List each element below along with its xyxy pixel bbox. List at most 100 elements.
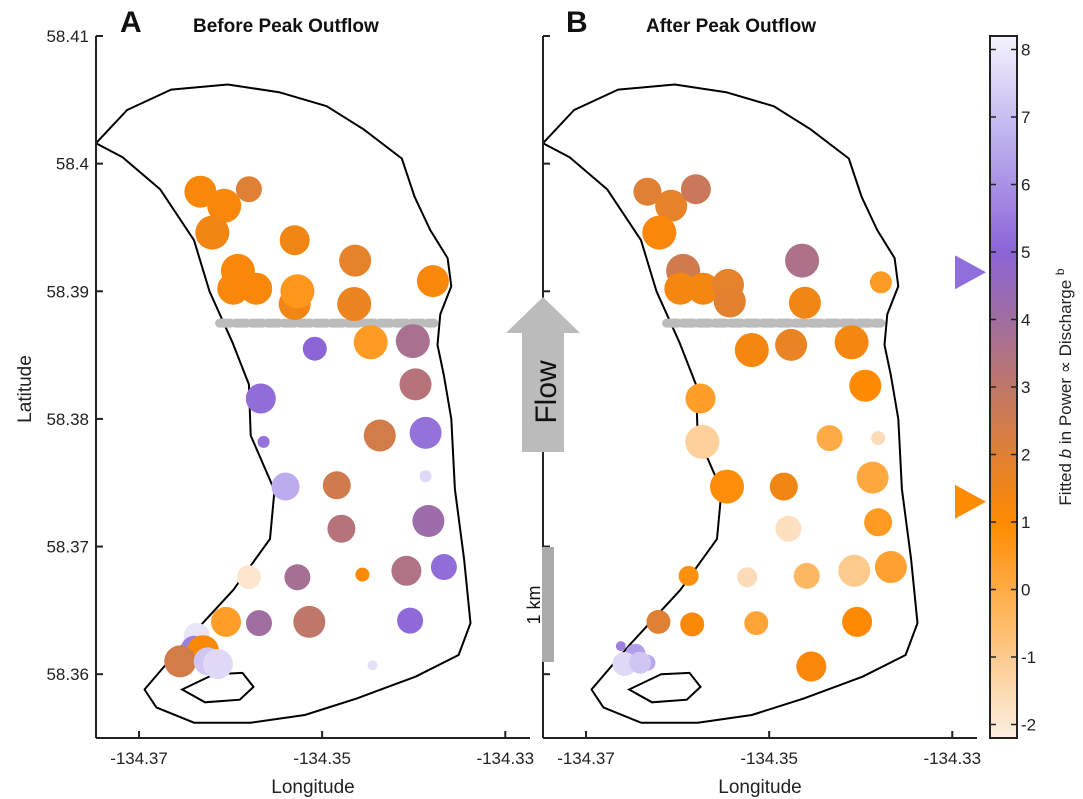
data-point-a-11 — [337, 287, 372, 321]
data-point-a-5 — [339, 244, 372, 277]
data-point-b-20 — [856, 461, 889, 494]
data-point-a-26 — [236, 565, 261, 590]
data-point-a-40 — [202, 649, 233, 679]
data-point-a-23 — [322, 471, 351, 500]
colorbar-tick-label-9: -1 — [1021, 648, 1036, 667]
data-point-b-34 — [796, 651, 827, 682]
data-point-b-9 — [785, 243, 820, 278]
y-tick-label-2: 58.39 — [46, 282, 89, 301]
data-point-b-29 — [874, 551, 907, 583]
data-point-b-18 — [816, 425, 843, 452]
data-point-b-5 — [664, 272, 697, 305]
data-point-a-7 — [217, 272, 250, 305]
colorbar-tick-label-8: 0 — [1021, 581, 1030, 600]
data-point-a-8 — [240, 272, 273, 305]
colorbar-tick-label-6: 2 — [1021, 446, 1030, 465]
data-point-a-17 — [245, 383, 276, 414]
colorbar-tick-label-2: 6 — [1021, 176, 1030, 195]
data-point-b-19 — [871, 431, 886, 446]
data-point-a-33 — [293, 605, 326, 638]
colorbar-tick-label-10: -2 — [1021, 716, 1036, 735]
data-point-a-2 — [235, 176, 262, 203]
flow-label: Flow — [530, 360, 563, 424]
data-point-b-32 — [744, 611, 769, 636]
y-tick-label-1: 58.4 — [56, 155, 89, 174]
data-point-a-13 — [302, 336, 327, 361]
panel-b-title: After Peak Outflow — [646, 16, 816, 37]
x-tick-label-a-1: -134.35 — [293, 749, 351, 768]
data-point-b-39 — [629, 651, 652, 674]
y-tick-label-0: 58.41 — [46, 27, 89, 46]
data-point-b-30 — [646, 609, 671, 634]
panel-a-title: Before Peak Outflow — [193, 16, 379, 37]
data-point-b-3 — [642, 215, 677, 250]
colorbar-tick-label-1: 7 — [1021, 108, 1030, 127]
y-tick-label-3: 58.38 — [46, 410, 89, 429]
data-point-a-21 — [419, 470, 432, 483]
data-point-b-10 — [788, 286, 821, 319]
data-point-a-1 — [207, 188, 242, 223]
data-point-b-17 — [685, 424, 720, 459]
panel-a: 58.41 58.4 58.39 58.38 58.37 58.36 -134.37 -134… — [46, 6, 534, 768]
data-point-b-23 — [864, 508, 893, 537]
colorbar-label-rest: in Power ∝ Discharge — [1056, 280, 1075, 444]
colorbar-label-sup: b — [1053, 268, 1067, 275]
y-axis-label: Latitude — [15, 355, 36, 423]
y-tick-label-4: 58.37 — [46, 538, 89, 557]
scale-bar-label: 1 km — [524, 585, 544, 624]
data-point-b-15 — [849, 369, 882, 402]
panel-a-letter: A — [120, 6, 142, 39]
data-point-a-4 — [279, 225, 310, 256]
data-point-a-30 — [430, 554, 457, 580]
panel-b: -134.37 -134.35 -134.33 B After Peak Outfl… — [542, 6, 981, 768]
data-point-a-10 — [280, 274, 315, 309]
data-point-b-26 — [737, 567, 758, 588]
data-point-b-14 — [834, 325, 869, 360]
colorbar: 8 7 6 5 4 3 2 1 0 -1 -2 Fitted b in Power ∝ Discha… — [955, 35, 1075, 739]
colorbar-label-var: b — [1056, 449, 1075, 458]
data-point-a-27 — [284, 564, 311, 591]
scale-bar-line — [542, 547, 554, 662]
data-point-a-19 — [409, 416, 442, 449]
flow-arrow-shape — [506, 297, 580, 452]
x-axis-label-b: Longitude — [718, 777, 801, 798]
scale-bar: 1 km — [524, 547, 554, 662]
data-point-b-24 — [775, 515, 802, 542]
data-point-b-0 — [633, 177, 662, 206]
x-axis-label-a: Longitude — [271, 777, 354, 798]
colorbar-tick-label-4: 4 — [1021, 311, 1030, 330]
data-point-b-28 — [838, 554, 871, 587]
data-point-a-18 — [363, 419, 396, 452]
data-point-a-15 — [395, 324, 430, 359]
x-tick-label-b-0: -134.37 — [557, 749, 615, 768]
data-point-b-12 — [734, 333, 769, 367]
colorbar-label-fitted: Fitted — [1056, 463, 1075, 506]
data-point-b-8 — [713, 285, 746, 318]
data-point-a-16 — [399, 368, 432, 401]
data-point-a-12 — [416, 265, 449, 298]
data-point-b-25 — [678, 565, 699, 586]
flow-arrow: Flow — [506, 297, 580, 452]
data-point-b-27 — [793, 562, 820, 589]
colorbar-tick-label-0: 8 — [1021, 41, 1030, 60]
x-tick-label-b-1: -134.35 — [740, 749, 798, 768]
data-point-b-16 — [685, 383, 716, 414]
data-point-a-3 — [195, 215, 230, 250]
colorbar-label: Fitted b in Power ∝ Discharge b — [1053, 268, 1075, 505]
data-point-a-24 — [327, 514, 356, 543]
data-point-b-11 — [869, 271, 892, 294]
data-point-a-32 — [246, 610, 272, 637]
colorbar-tick-label-3: 5 — [1021, 243, 1030, 262]
data-point-b-22 — [769, 472, 798, 501]
panel-b-letter: B — [566, 6, 588, 39]
data-point-b-33 — [842, 606, 873, 637]
x-tick-label-a-0: -134.37 — [110, 749, 168, 768]
data-point-a-14 — [353, 325, 388, 360]
colorbar-marker-0 — [955, 255, 986, 290]
x-tick-label-b-2: -134.33 — [923, 749, 981, 768]
data-point-a-28 — [355, 567, 370, 582]
data-point-a-29 — [391, 555, 422, 586]
data-point-b-21 — [710, 469, 744, 504]
x-tick-label-a-2: -134.33 — [476, 749, 534, 768]
